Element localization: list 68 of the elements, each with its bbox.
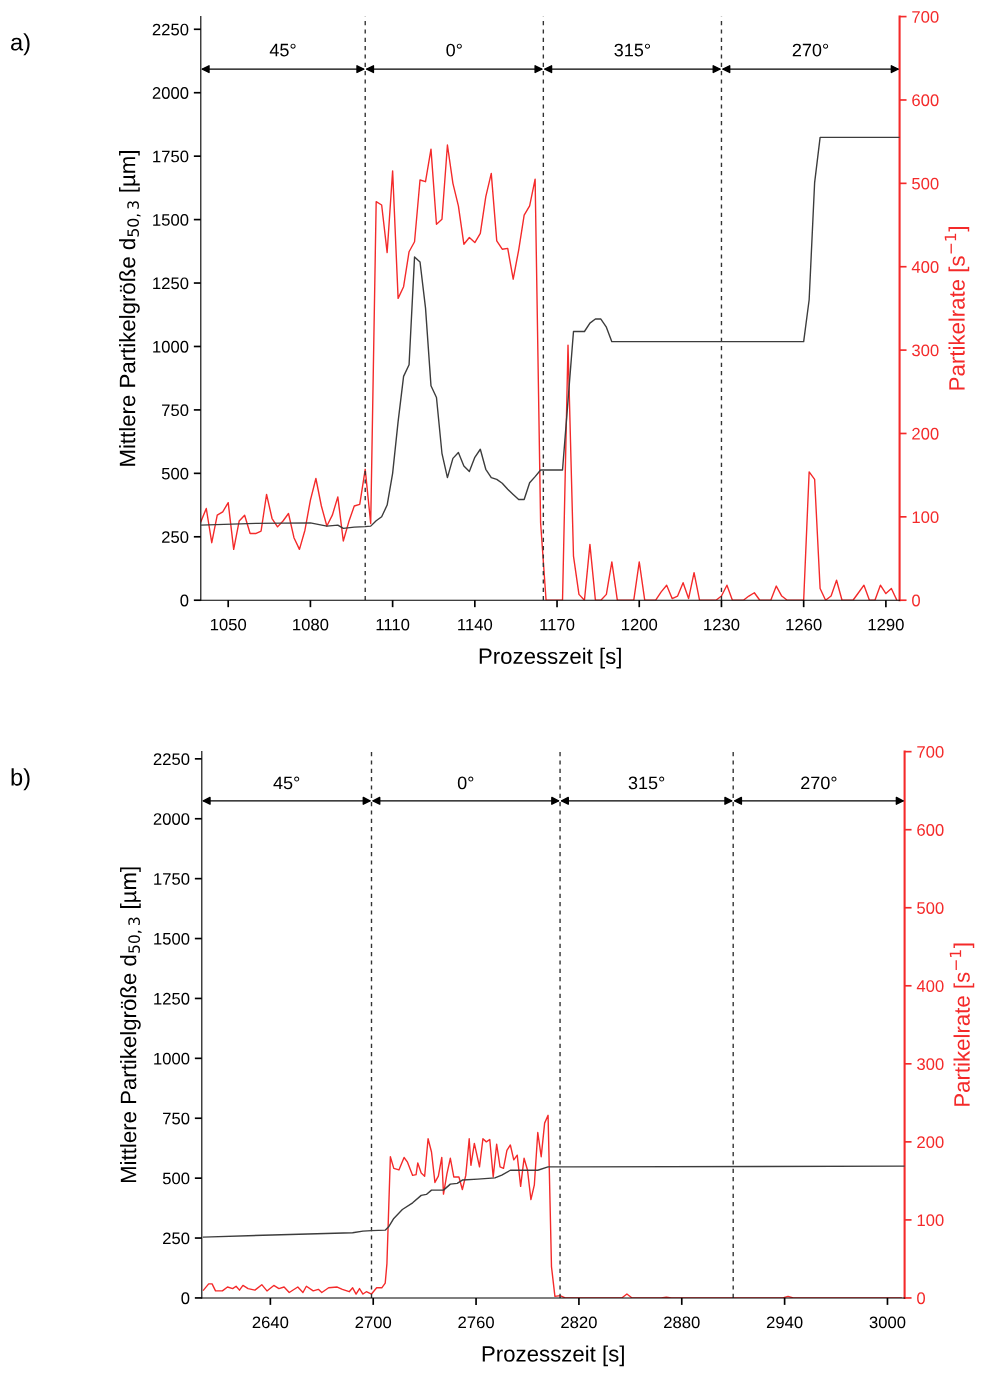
y-tick-label: 250	[163, 1232, 190, 1245]
annotation: 45°	[273, 776, 300, 790]
x-tick-label: 2760	[458, 1316, 494, 1329]
y-tick-label: 1500	[154, 932, 190, 945]
y2-tick-label: 200	[917, 1136, 944, 1149]
x-tick-label: 1260	[786, 618, 822, 631]
annotation: 270°	[801, 776, 837, 790]
annotation: 0°	[446, 43, 462, 57]
y-tick-label: 500	[161, 467, 189, 480]
y-tick-label: 750	[163, 1112, 190, 1125]
y2-tick-label: 100	[917, 1214, 944, 1227]
x-tick-label: 2820	[561, 1316, 597, 1329]
annotation: 270°	[792, 43, 829, 57]
x-tick-label: 1290	[868, 618, 904, 631]
y2-tick-label: 600	[912, 94, 939, 107]
x-tick-label: 2640	[252, 1316, 289, 1329]
annotation: 315°	[614, 43, 650, 57]
annotation: 315°	[628, 776, 665, 790]
y2-axis-title: Partikelrate [s$^{−1}$]	[944, 227, 970, 390]
y2-tick-label: 400	[916, 980, 944, 992]
y-axis-title: Mittlere Partikelgröße d$_{50,3}$ [µm]	[120, 867, 142, 1183]
y2-tick-label: 700	[917, 746, 944, 758]
y2-tick-label: 600	[917, 824, 944, 836]
y-axis-title: Mittlere Partikelgröße d$_{50,3}$ [µm]	[119, 151, 141, 466]
y-tick-label: 1750	[153, 150, 189, 163]
y2-tick-label: 300	[912, 344, 939, 357]
y-tick-label: 0	[181, 1292, 190, 1305]
text: a)	[11, 33, 30, 56]
x-tick-label: 3000	[869, 1316, 906, 1329]
y-tick-label: 250	[162, 531, 189, 543]
x-tick-label: 1110	[376, 618, 410, 631]
y-tick-label: 1000	[153, 340, 189, 353]
text: b)	[11, 768, 30, 791]
y2-tick-label: 400	[911, 261, 939, 273]
y-tick-label: 1750	[154, 873, 190, 885]
y2-tick-label: 100	[912, 511, 939, 524]
y2-tick-label: 0	[917, 1292, 926, 1305]
y-tick-label: 750	[162, 404, 189, 417]
y-tick-label: 0	[180, 594, 189, 607]
y2-tick-label: 700	[912, 11, 939, 23]
x-axis-title: Prozesszeit [s]	[479, 647, 621, 669]
y-tick-label: 1250	[153, 277, 189, 290]
annotation: 0°	[457, 776, 474, 790]
x-tick-label: 1140	[458, 618, 493, 631]
y-tick-label: 2000	[152, 87, 189, 99]
y2-axis-title: Partikelrate [s$^{−1}$]	[949, 943, 975, 1106]
x-tick-label: 1170	[540, 618, 575, 631]
y-tick-label: 2250	[152, 23, 189, 36]
y2-tick-label: 500	[912, 177, 939, 190]
y-tick-label: 1250	[154, 992, 190, 1005]
x-tick-label: 1200	[621, 618, 658, 631]
y-tick-label: 500	[162, 1172, 190, 1185]
x-tick-label: 1080	[293, 618, 329, 631]
y-tick-label: 1500	[153, 214, 189, 226]
x-tick-label: 2940	[766, 1316, 803, 1329]
y-tick-label: 1000	[154, 1052, 190, 1065]
y2-tick-label: 0	[912, 594, 921, 607]
x-tick-label: 1230	[704, 618, 740, 631]
x-tick-label: 2880	[664, 1316, 700, 1329]
y2-tick-label: 200	[912, 427, 939, 440]
y-tick-label: 2000	[153, 813, 190, 825]
y2-tick-label: 300	[917, 1058, 944, 1071]
y-tick-label: 2250	[153, 753, 190, 766]
x-axis-title: Prozesszeit [s]	[482, 1345, 624, 1367]
x-tick-label: 1050	[210, 618, 247, 631]
annotation: 45°	[269, 43, 296, 57]
y2-tick-label: 500	[917, 902, 944, 914]
x-tick-label: 2700	[355, 1316, 392, 1329]
